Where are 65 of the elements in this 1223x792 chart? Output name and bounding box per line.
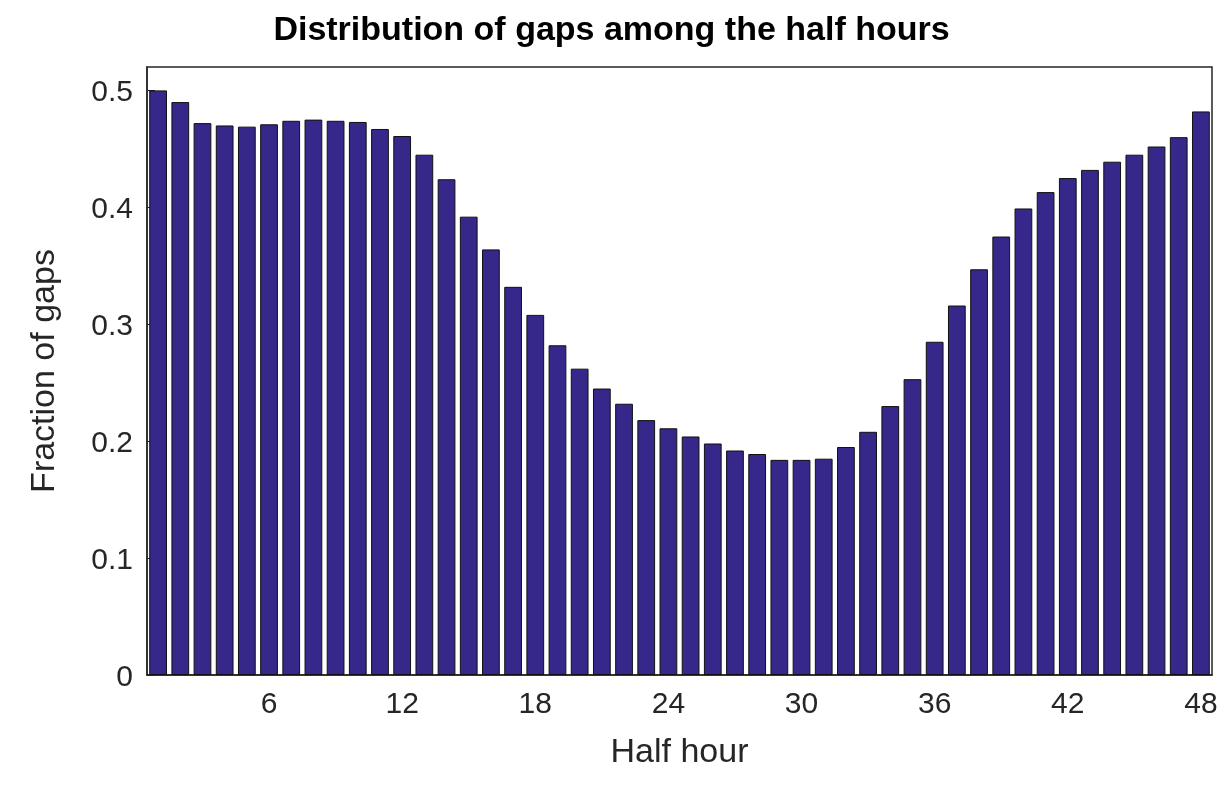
- x-tick-label: 12: [385, 685, 419, 719]
- bar: [348, 121, 367, 675]
- bar: [371, 128, 389, 675]
- bar: [237, 126, 256, 675]
- bar: [1147, 146, 1166, 675]
- bar: [992, 236, 1011, 675]
- bar: [681, 436, 700, 675]
- y-tick-label: 0.4: [91, 190, 133, 224]
- bar: [1169, 137, 1188, 675]
- y-axis-title: Fraction of gaps: [23, 249, 61, 493]
- bar: [215, 125, 234, 675]
- bar: [881, 406, 900, 675]
- y-tick-label: 0.5: [91, 73, 133, 107]
- bar: [282, 120, 301, 675]
- bar: [415, 154, 434, 675]
- bar: [482, 249, 500, 675]
- x-tick-label: 6: [260, 685, 278, 719]
- bar: [1081, 169, 1099, 675]
- bar: [859, 431, 877, 675]
- bar: [1036, 192, 1055, 675]
- chart-title: Distribution of gaps among the half hours: [273, 9, 950, 47]
- x-tick-label: 24: [651, 685, 686, 719]
- x-tick-label: 30: [784, 685, 819, 719]
- x-tick-label: 48: [1184, 685, 1218, 719]
- bar: [193, 123, 212, 675]
- bar: [570, 368, 589, 675]
- bar: [748, 454, 767, 675]
- bar: [814, 458, 833, 675]
- bar: [393, 135, 412, 675]
- x-axis-title: Half hour: [610, 731, 749, 769]
- bar: [1125, 154, 1144, 675]
- bar: [504, 286, 522, 675]
- bar: [659, 428, 678, 675]
- bar: [1014, 208, 1033, 675]
- bar: [260, 124, 278, 675]
- bar: [703, 443, 722, 675]
- x-tick-label: 42: [1051, 685, 1085, 719]
- bar: [925, 341, 944, 675]
- y-tick-label: 0.1: [91, 541, 133, 575]
- bar: [304, 119, 323, 675]
- bar: [726, 450, 744, 675]
- y-tick-label: 0.2: [91, 424, 133, 458]
- bar: [459, 216, 478, 675]
- bar: [837, 447, 855, 675]
- y-tick-label: 0.3: [91, 307, 133, 341]
- bar: [970, 269, 988, 675]
- bar: [171, 102, 190, 675]
- bar: [437, 179, 456, 675]
- bar: [326, 120, 345, 675]
- bar: [770, 459, 789, 675]
- y-tick-label: 0: [116, 658, 133, 692]
- bar: [903, 379, 922, 675]
- bar: [592, 388, 611, 675]
- bar: [637, 420, 656, 675]
- bar: [548, 345, 567, 675]
- bar: [1103, 161, 1122, 675]
- bar: [792, 459, 811, 675]
- bar: [947, 305, 966, 675]
- x-tick-label: 36: [917, 685, 952, 719]
- bar: [149, 90, 167, 675]
- bar: [1192, 111, 1210, 675]
- bar: [615, 403, 633, 675]
- bar: [1058, 178, 1077, 675]
- bar: [526, 314, 545, 675]
- x-tick-label: 18: [518, 685, 552, 719]
